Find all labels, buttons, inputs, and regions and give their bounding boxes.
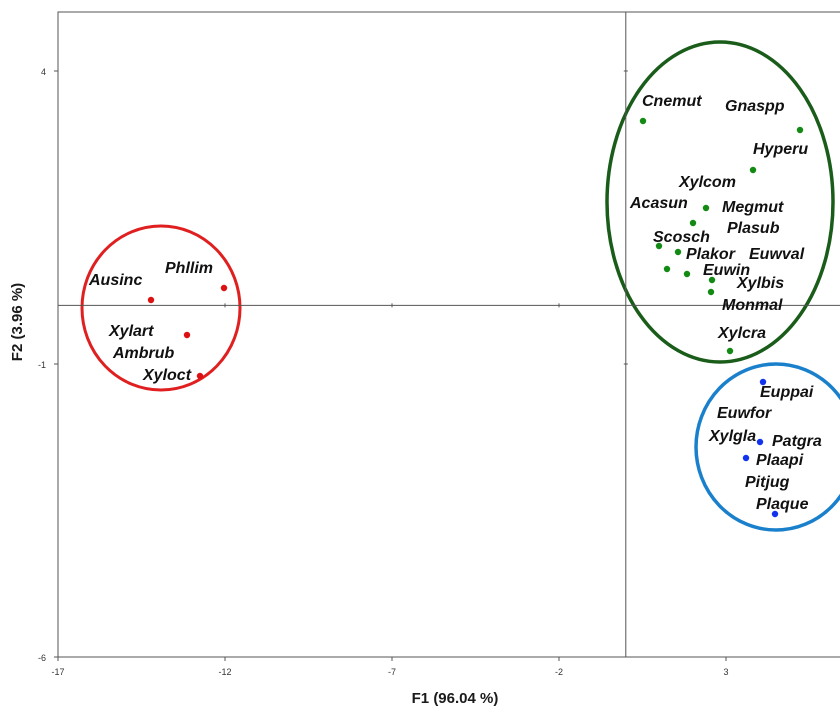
- blue-data-point: [759, 378, 767, 386]
- red-data-point: [220, 284, 228, 292]
- point-label-gnaspp: Gnaspp: [725, 98, 785, 115]
- point-label-cnemut: Cnemut: [642, 93, 702, 110]
- point-label-hyperu: Hyperu: [753, 141, 808, 158]
- green-data-point: [663, 265, 671, 273]
- tick-labels: -17 -12 -7 -2 3 4 -1 -6: [38, 67, 729, 677]
- y-tick-label: 4: [41, 67, 46, 77]
- y-tick-label: -6: [38, 653, 46, 663]
- point-labels: Ausinc Phllim Xylart Ambrub Xyloct Cnemut Gnas…: [88, 93, 822, 513]
- red-data-point: [183, 331, 191, 339]
- blue-data-point: [771, 510, 779, 518]
- green-data-point: [674, 248, 682, 256]
- point-label-megmut: Megmut: [722, 199, 784, 216]
- x-axis-title: F1 (96.04 %): [412, 690, 499, 707]
- y-axis-title: F2 (3.96 %): [9, 283, 26, 361]
- x-tick-label: -17: [51, 667, 64, 677]
- point-label-plasub: Plasub: [727, 220, 780, 237]
- point-label-plaapi: Plaapi: [756, 452, 804, 469]
- green-data-point: [726, 347, 734, 355]
- green-data-point: [707, 288, 715, 296]
- y-tick-label: -1: [38, 360, 46, 370]
- red-data-point: [147, 296, 155, 304]
- green-cluster-ring: [605, 40, 835, 364]
- green-data-point: [702, 204, 710, 212]
- point-label-xylcra: Xylcra: [717, 325, 766, 342]
- zero-axes: [58, 12, 840, 657]
- point-label-euwval: Euwval: [749, 246, 805, 263]
- green-data-point: [708, 276, 716, 284]
- point-label-ambrub: Ambrub: [112, 345, 175, 362]
- green-data-point: [749, 166, 757, 174]
- green-data-point: [655, 242, 663, 250]
- x-tick-label: -7: [388, 667, 396, 677]
- point-label-plakor: Plakor: [686, 246, 736, 263]
- x-tick-label: -2: [555, 667, 563, 677]
- red-cluster-ring: [80, 224, 242, 392]
- point-label-euwin: Euwin: [703, 262, 750, 279]
- red-data-point: [196, 372, 204, 380]
- point-label-euppai: Euppai: [760, 384, 814, 401]
- point-label-ausinc: Ausinc: [88, 272, 142, 289]
- point-label-monmal: Monmal: [722, 297, 783, 314]
- blue-data-point: [742, 454, 750, 462]
- green-data-point: [683, 270, 691, 278]
- green-data-point: [639, 117, 647, 125]
- point-label-pitjug: Pitjug: [745, 474, 790, 491]
- point-label-phllim: Phllim: [165, 260, 213, 277]
- blue-data-point: [756, 438, 764, 446]
- point-label-xylgla: Xylgla: [708, 428, 756, 445]
- green-data-point: [796, 126, 804, 134]
- plot-frame: [57, 11, 840, 658]
- green-data-point: [689, 219, 697, 227]
- data-points: [147, 117, 804, 518]
- x-tick-label: 3: [723, 667, 728, 677]
- cluster-rings: [80, 40, 840, 532]
- point-label-plaque: Plaque: [756, 496, 809, 513]
- point-label-xylcom: Xylcom: [678, 174, 736, 191]
- x-tick-label: -12: [218, 667, 231, 677]
- point-label-euwfor: Euwfor: [717, 405, 772, 422]
- point-label-xylart: Xylart: [108, 323, 154, 340]
- point-label-xylbis: Xylbis: [736, 275, 784, 292]
- point-label-scosch: Scosch: [653, 229, 710, 246]
- blue-cluster-ring: [694, 362, 840, 532]
- point-label-acasun: Acasun: [629, 195, 688, 212]
- point-label-xyloct: Xyloct: [142, 367, 192, 384]
- point-label-patgra: Patgra: [772, 433, 822, 450]
